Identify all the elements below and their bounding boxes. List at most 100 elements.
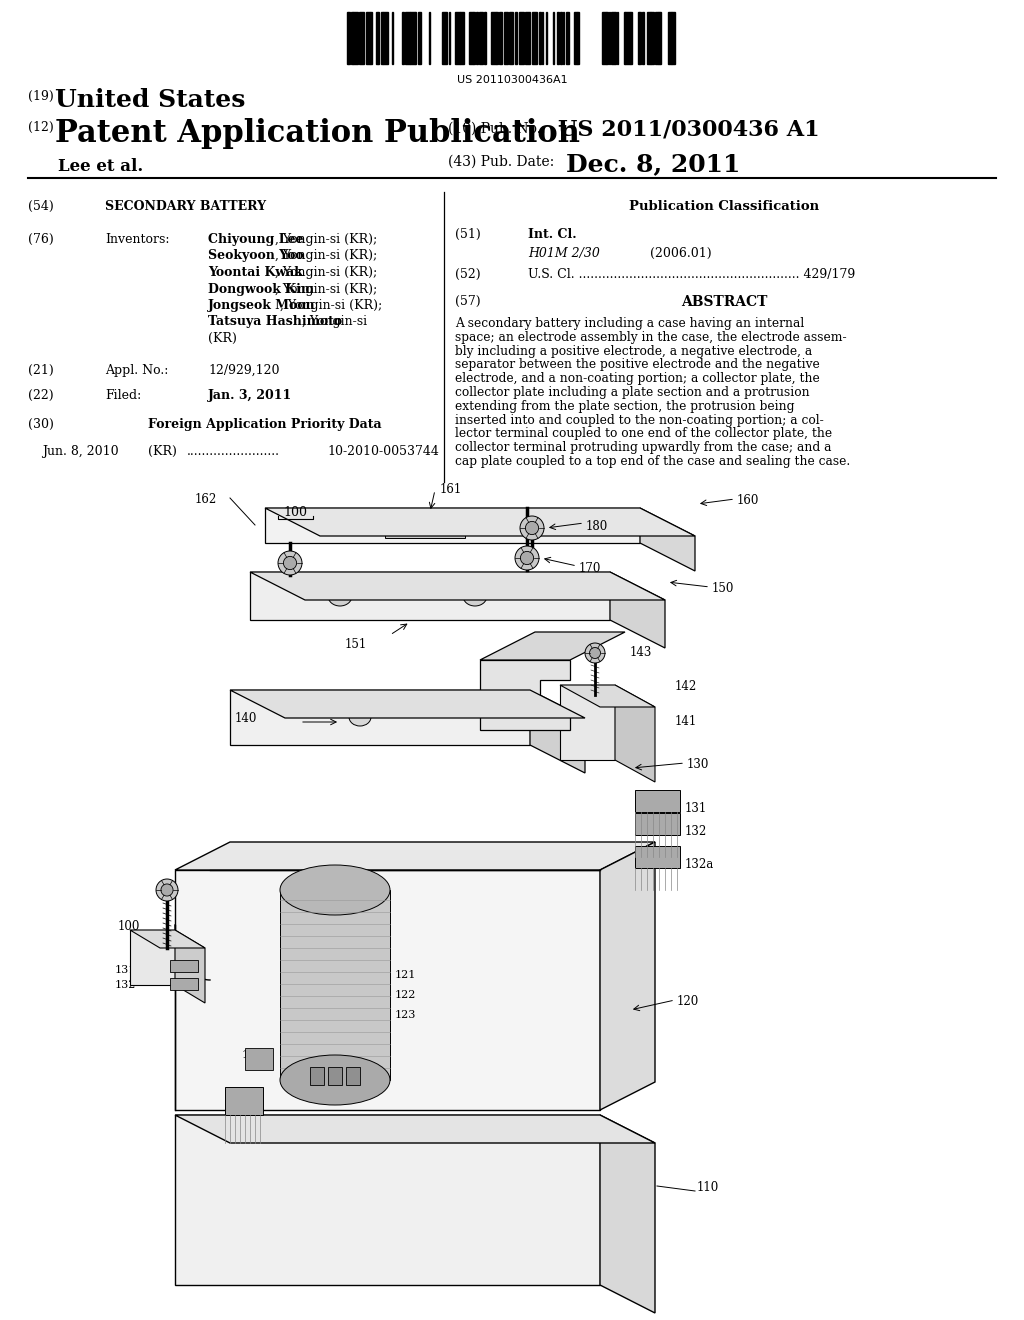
Bar — [611, 12, 616, 63]
Bar — [490, 12, 496, 63]
Bar — [504, 12, 508, 63]
Text: 131: 131 — [115, 965, 136, 975]
Polygon shape — [480, 660, 570, 730]
Text: 100: 100 — [118, 920, 140, 933]
Text: Jun. 8, 2010: Jun. 8, 2010 — [42, 445, 119, 458]
Bar — [515, 12, 517, 63]
Text: (30): (30) — [28, 418, 54, 432]
Polygon shape — [230, 690, 585, 718]
Text: 100: 100 — [283, 506, 307, 519]
Polygon shape — [530, 690, 585, 774]
Bar — [532, 12, 537, 63]
Text: 140: 140 — [234, 711, 257, 725]
Bar — [442, 12, 447, 63]
Ellipse shape — [280, 865, 390, 915]
Text: 132: 132 — [685, 825, 708, 838]
Text: (76): (76) — [28, 234, 53, 246]
Text: (51): (51) — [455, 228, 480, 242]
Text: Appl. No.:: Appl. No.: — [105, 364, 168, 378]
Text: 141: 141 — [675, 715, 697, 729]
Bar — [351, 12, 353, 63]
Polygon shape — [230, 690, 530, 744]
Text: 123: 123 — [395, 1010, 417, 1020]
Bar — [310, 1067, 324, 1085]
Text: (2006.01): (2006.01) — [650, 247, 712, 260]
Bar — [473, 12, 475, 63]
Bar — [625, 12, 630, 63]
Text: , Yongin-si (KR);: , Yongin-si (KR); — [274, 267, 377, 279]
Text: collector terminal protruding upwardly from the case; and a: collector terminal protruding upwardly f… — [455, 441, 831, 454]
Polygon shape — [250, 572, 610, 620]
Text: (12): (12) — [28, 121, 53, 135]
Polygon shape — [480, 632, 625, 660]
Text: extending from the plate section, the protrusion being: extending from the plate section, the pr… — [455, 400, 795, 413]
Text: Int. Cl.: Int. Cl. — [528, 228, 577, 242]
Polygon shape — [175, 842, 655, 870]
Bar — [353, 12, 358, 63]
Bar — [348, 12, 350, 63]
Polygon shape — [610, 572, 665, 648]
Text: (KR): (KR) — [148, 445, 177, 458]
Bar — [418, 12, 421, 63]
Bar — [370, 12, 372, 63]
Bar — [455, 12, 460, 63]
Text: A secondary battery including a case having an internal: A secondary battery including a case hav… — [455, 317, 804, 330]
Bar — [557, 12, 559, 63]
Polygon shape — [175, 931, 205, 1003]
Text: Patent Application Publication: Patent Application Publication — [55, 117, 580, 149]
Bar — [525, 12, 530, 63]
Text: ........................: ........................ — [187, 445, 280, 458]
Bar — [225, 1086, 263, 1115]
Polygon shape — [265, 508, 695, 536]
Bar — [496, 12, 498, 63]
Text: 131: 131 — [685, 803, 708, 814]
Circle shape — [520, 516, 544, 540]
Bar — [376, 12, 378, 63]
Text: United States: United States — [55, 88, 246, 112]
Text: collector plate including a plate section and a protrusion: collector plate including a plate sectio… — [455, 385, 810, 399]
Text: Jan. 3, 2011: Jan. 3, 2011 — [208, 389, 292, 403]
Text: Dec. 8, 2011: Dec. 8, 2011 — [566, 152, 740, 176]
Ellipse shape — [328, 586, 352, 606]
Circle shape — [590, 648, 600, 659]
Polygon shape — [175, 870, 600, 1110]
Text: 142: 142 — [675, 680, 697, 693]
Bar — [574, 12, 577, 63]
Text: 143: 143 — [630, 645, 652, 659]
Text: A: A — [180, 970, 188, 979]
Polygon shape — [280, 890, 390, 1080]
Text: 124: 124 — [242, 1049, 263, 1060]
Text: Filed:: Filed: — [105, 389, 141, 403]
Bar — [566, 12, 569, 63]
Text: US 20110300436A1: US 20110300436A1 — [457, 75, 567, 84]
Bar — [639, 12, 641, 63]
Circle shape — [161, 884, 173, 896]
Text: 121: 121 — [395, 970, 417, 979]
Text: ABSTRACT: ABSTRACT — [681, 294, 767, 309]
Circle shape — [585, 643, 605, 663]
Bar — [560, 12, 562, 63]
Bar — [602, 12, 606, 63]
Text: 130: 130 — [687, 758, 710, 771]
Text: (52): (52) — [455, 268, 480, 281]
Text: US 2011/0300436 A1: US 2011/0300436 A1 — [558, 119, 819, 141]
Text: Dongwook Kim: Dongwook Kim — [208, 282, 314, 296]
Polygon shape — [265, 508, 640, 543]
Bar — [406, 12, 410, 63]
Bar — [668, 12, 671, 63]
Text: , Yongin-si (KR);: , Yongin-si (KR); — [274, 282, 377, 296]
Bar — [170, 978, 198, 990]
Bar — [509, 12, 513, 63]
Bar — [479, 12, 483, 63]
Text: space; an electrode assembly in the case, the electrode assem-: space; an electrode assembly in the case… — [455, 331, 847, 343]
Text: Seokyoon Yoo: Seokyoon Yoo — [208, 249, 304, 263]
Bar — [635, 813, 680, 836]
Polygon shape — [560, 685, 655, 708]
Circle shape — [525, 521, 539, 535]
Polygon shape — [175, 1115, 600, 1284]
Bar — [647, 12, 650, 63]
Polygon shape — [250, 572, 665, 601]
Text: Chiyoung Lee: Chiyoung Lee — [208, 234, 303, 246]
Text: 10-2010-0053744: 10-2010-0053744 — [327, 445, 439, 458]
Bar — [642, 12, 644, 63]
